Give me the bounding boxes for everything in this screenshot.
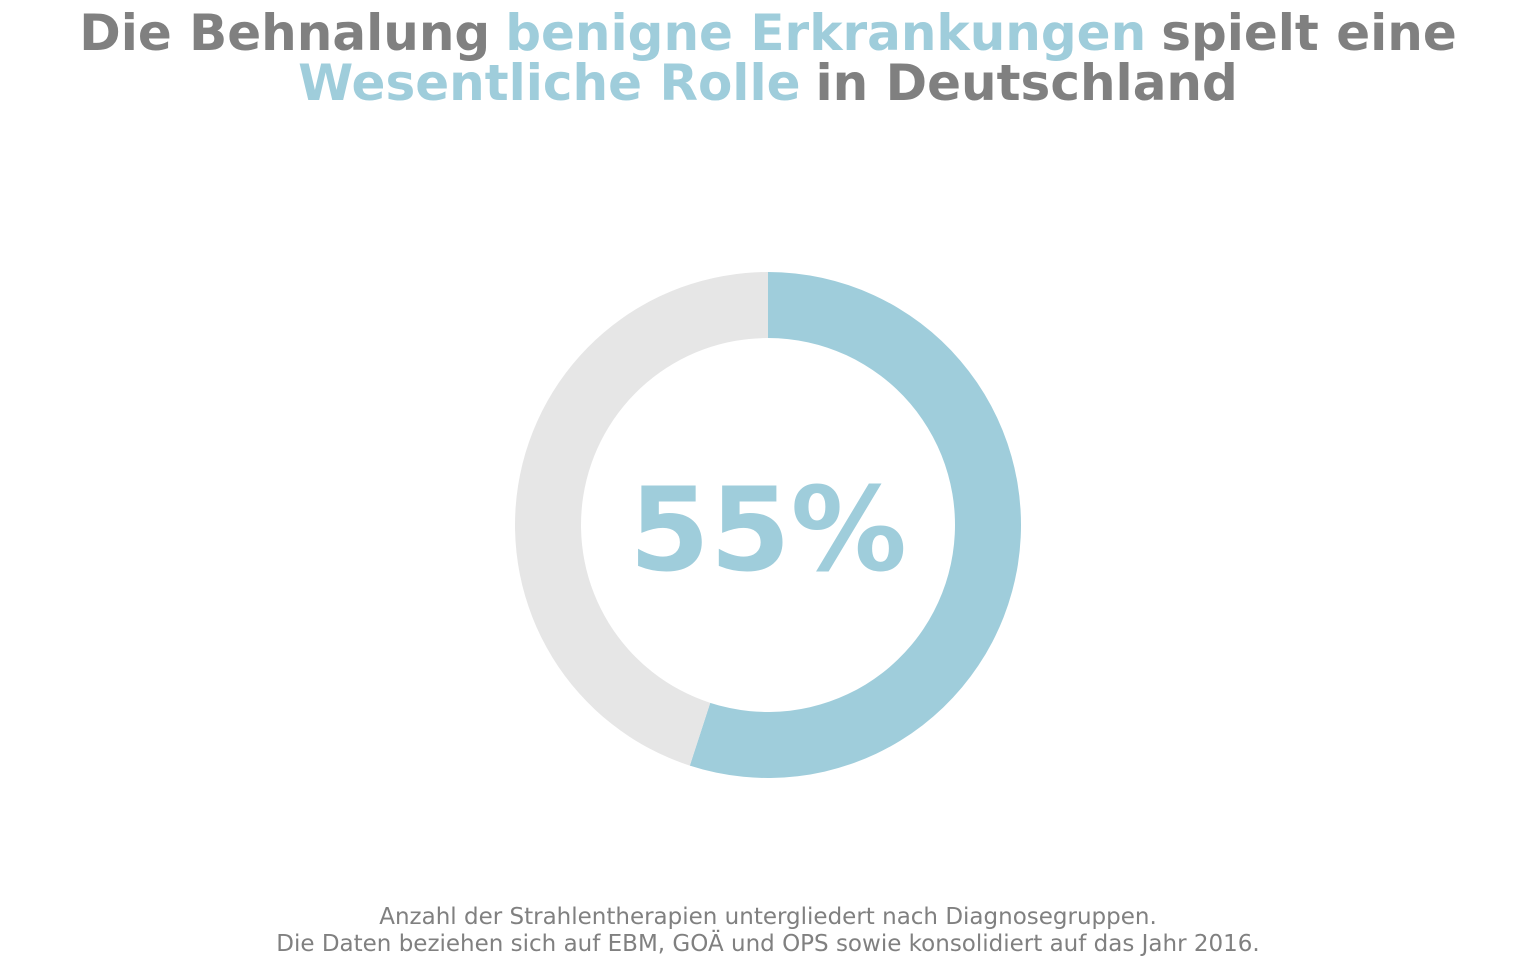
note: Anzahl der Strahlentherapien untergliede… — [379, 904, 1157, 930]
slice — [515, 272, 768, 766]
title-line: Wesentliche Rolle in Deutschland — [0, 58, 1536, 108]
notes: Anzahl der Strahlentherapien untergliede… — [0, 904, 1536, 958]
title-part: in Deutschland — [815, 54, 1238, 112]
title-part: benigne Erkrankungen — [505, 4, 1147, 62]
title-line: Die Behnalung benigne Erkrankungen spielt … — [0, 8, 1536, 58]
title-part: Die Behnalung — [79, 4, 491, 62]
title-part: spielt eine — [1161, 4, 1457, 62]
center-label: 55% — [629, 463, 907, 598]
chart-title: Die Behnalung benigne Erkrankungen spielt … — [0, 8, 1536, 108]
slice — [689, 272, 1022, 779]
title-part: Wesentliche Rolle — [298, 54, 801, 112]
note: Die Daten beziehen sich auf EBM, GOÄ und… — [276, 931, 1260, 957]
